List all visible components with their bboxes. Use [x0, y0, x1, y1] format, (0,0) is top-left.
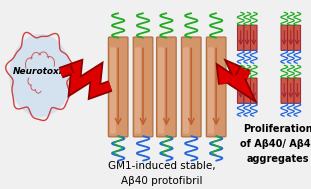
FancyBboxPatch shape [288, 78, 294, 103]
Text: GM1-induced stable,: GM1-induced stable, [108, 161, 216, 171]
FancyBboxPatch shape [158, 47, 164, 134]
FancyBboxPatch shape [244, 25, 251, 50]
FancyBboxPatch shape [288, 25, 294, 50]
FancyBboxPatch shape [110, 47, 116, 134]
FancyBboxPatch shape [281, 25, 288, 50]
FancyBboxPatch shape [238, 25, 244, 50]
FancyBboxPatch shape [182, 37, 201, 137]
Text: Proliferation: Proliferation [244, 124, 311, 133]
FancyBboxPatch shape [183, 47, 189, 134]
Text: of Aβ40/ Aβ42: of Aβ40/ Aβ42 [240, 139, 311, 149]
FancyBboxPatch shape [157, 37, 176, 137]
Text: aggregates: aggregates [247, 154, 309, 164]
Ellipse shape [9, 34, 72, 117]
FancyBboxPatch shape [294, 78, 301, 103]
FancyBboxPatch shape [251, 25, 257, 50]
Text: Neurotoxic: Neurotoxic [13, 67, 68, 76]
Text: Aβ40 protofibril: Aβ40 protofibril [121, 177, 202, 186]
FancyBboxPatch shape [208, 47, 214, 134]
FancyBboxPatch shape [251, 78, 257, 103]
FancyBboxPatch shape [244, 78, 251, 103]
FancyBboxPatch shape [108, 37, 128, 137]
FancyBboxPatch shape [294, 25, 301, 50]
FancyBboxPatch shape [133, 37, 153, 137]
FancyBboxPatch shape [207, 37, 226, 137]
FancyBboxPatch shape [281, 78, 288, 103]
FancyBboxPatch shape [238, 78, 244, 103]
FancyBboxPatch shape [135, 47, 141, 134]
